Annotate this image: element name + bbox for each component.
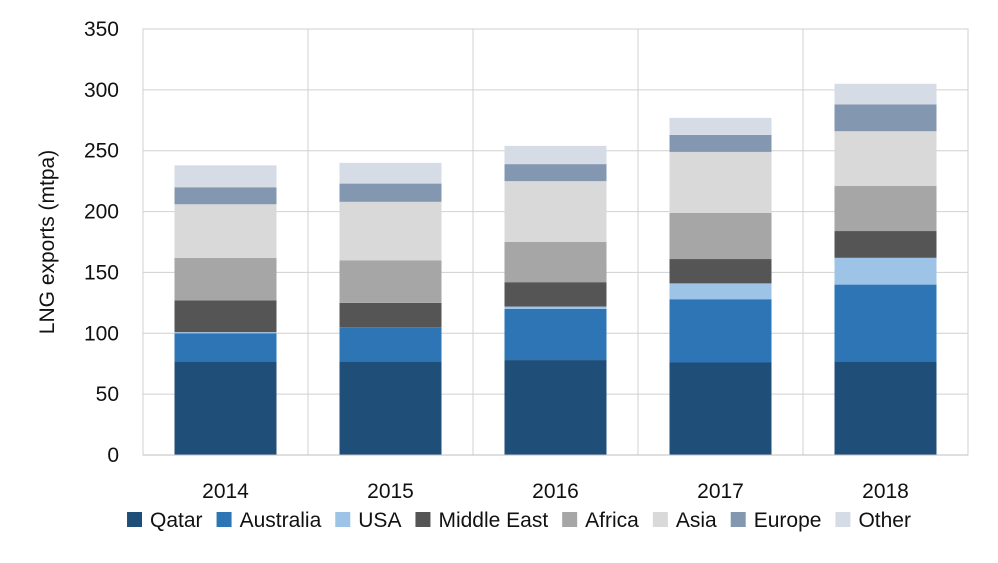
bar-segment-europe: [834, 104, 937, 132]
legend-item-usa: USA: [335, 509, 401, 532]
bar-segment-europe: [669, 134, 772, 152]
legend-label: Middle East: [438, 509, 548, 532]
legend-item-europe: Europe: [730, 509, 822, 532]
legend-swatch: [335, 512, 351, 527]
legend-swatch: [652, 512, 668, 527]
x-tick-label: 2018: [862, 480, 909, 503]
y-tick-label: 200: [84, 201, 119, 224]
legend-label: Asia: [676, 509, 717, 532]
bar-segment-australia: [834, 284, 937, 362]
legend-item-australia: Australia: [216, 509, 322, 532]
legend-label: Australia: [240, 509, 322, 532]
bar-segment-africa: [174, 257, 277, 301]
bar-segment-australia: [174, 333, 277, 362]
bar-segment-australia: [339, 327, 442, 362]
legend-label: Europe: [754, 509, 822, 532]
bars: [174, 83, 937, 455]
legend-label: Other: [858, 509, 911, 532]
bar-segment-asia: [504, 181, 607, 242]
legend-item-africa: Africa: [562, 509, 639, 532]
legend-swatch: [562, 512, 578, 527]
bar-segment-usa: [834, 257, 937, 285]
legend-swatch: [415, 512, 431, 527]
bar-segment-other: [339, 162, 442, 184]
legend-item-middle-east: Middle East: [415, 509, 548, 532]
bar-segment-qatar: [834, 361, 937, 455]
bar-segment-usa: [174, 332, 277, 334]
legend-swatch: [730, 512, 746, 527]
bar-segment-middle-east: [669, 259, 772, 284]
legend-item-asia: Asia: [652, 509, 717, 532]
bar-segment-other: [504, 145, 607, 165]
bar-segment-africa: [504, 242, 607, 283]
bar-segment-europe: [504, 164, 607, 182]
legend-swatch: [216, 512, 232, 527]
bar-segment-other: [669, 117, 772, 135]
y-axis-title: LNG exports (mtpa): [36, 150, 59, 334]
bar-segment-australia: [669, 299, 772, 363]
bar-segment-asia: [834, 131, 937, 187]
x-tick-label: 2017: [697, 480, 744, 503]
legend-label: USA: [358, 509, 401, 532]
bar-segment-qatar: [174, 361, 277, 455]
bar-segment-middle-east: [339, 302, 442, 328]
bar-segment-africa: [669, 212, 772, 260]
bar-segment-qatar: [504, 360, 607, 455]
legend-swatch: [835, 512, 851, 527]
bar-segment-africa: [834, 186, 937, 232]
bar-segment-qatar: [339, 361, 442, 455]
bar-segment-asia: [339, 201, 442, 261]
y-tick-label: 0: [107, 444, 119, 467]
x-tick-label: 2015: [367, 480, 414, 503]
bar-segment-other: [834, 83, 937, 105]
legend-label: Qatar: [150, 509, 203, 532]
legend: Qatar Australia USA Middle East Africa Asia Eu…: [127, 509, 911, 532]
y-tick-label: 250: [84, 140, 119, 163]
bar-segment-usa: [669, 283, 772, 300]
bar-segment-europe: [174, 187, 277, 205]
x-tick-label: 2016: [532, 480, 579, 503]
y-tick-label: 100: [84, 322, 119, 345]
legend-label: Africa: [585, 509, 639, 532]
y-tick-label: 300: [84, 79, 119, 102]
bar-segment-asia: [174, 204, 277, 258]
bar-segment-middle-east: [174, 300, 277, 333]
bar-segment-australia: [504, 308, 607, 361]
axes: 0 50 100 150 200 250 300 350 2014 2015 2016 2017 201…: [36, 18, 968, 503]
y-tick-label: 350: [84, 18, 119, 41]
legend-swatch: [127, 512, 143, 527]
bar-segment-qatar: [669, 362, 772, 455]
legend-item-qatar: Qatar: [127, 509, 203, 532]
bar-segment-other: [174, 165, 277, 188]
x-tick-label: 2014: [202, 480, 249, 503]
bar-segment-asia: [669, 151, 772, 213]
legend-item-other: Other: [835, 509, 911, 532]
bar-segment-middle-east: [834, 231, 937, 258]
bar-segment-middle-east: [504, 282, 607, 307]
y-tick-label: 150: [84, 261, 119, 284]
bar-segment-africa: [339, 260, 442, 303]
bar-segment-europe: [339, 183, 442, 202]
y-tick-label: 50: [96, 383, 119, 406]
bar-segment-usa: [504, 306, 607, 309]
